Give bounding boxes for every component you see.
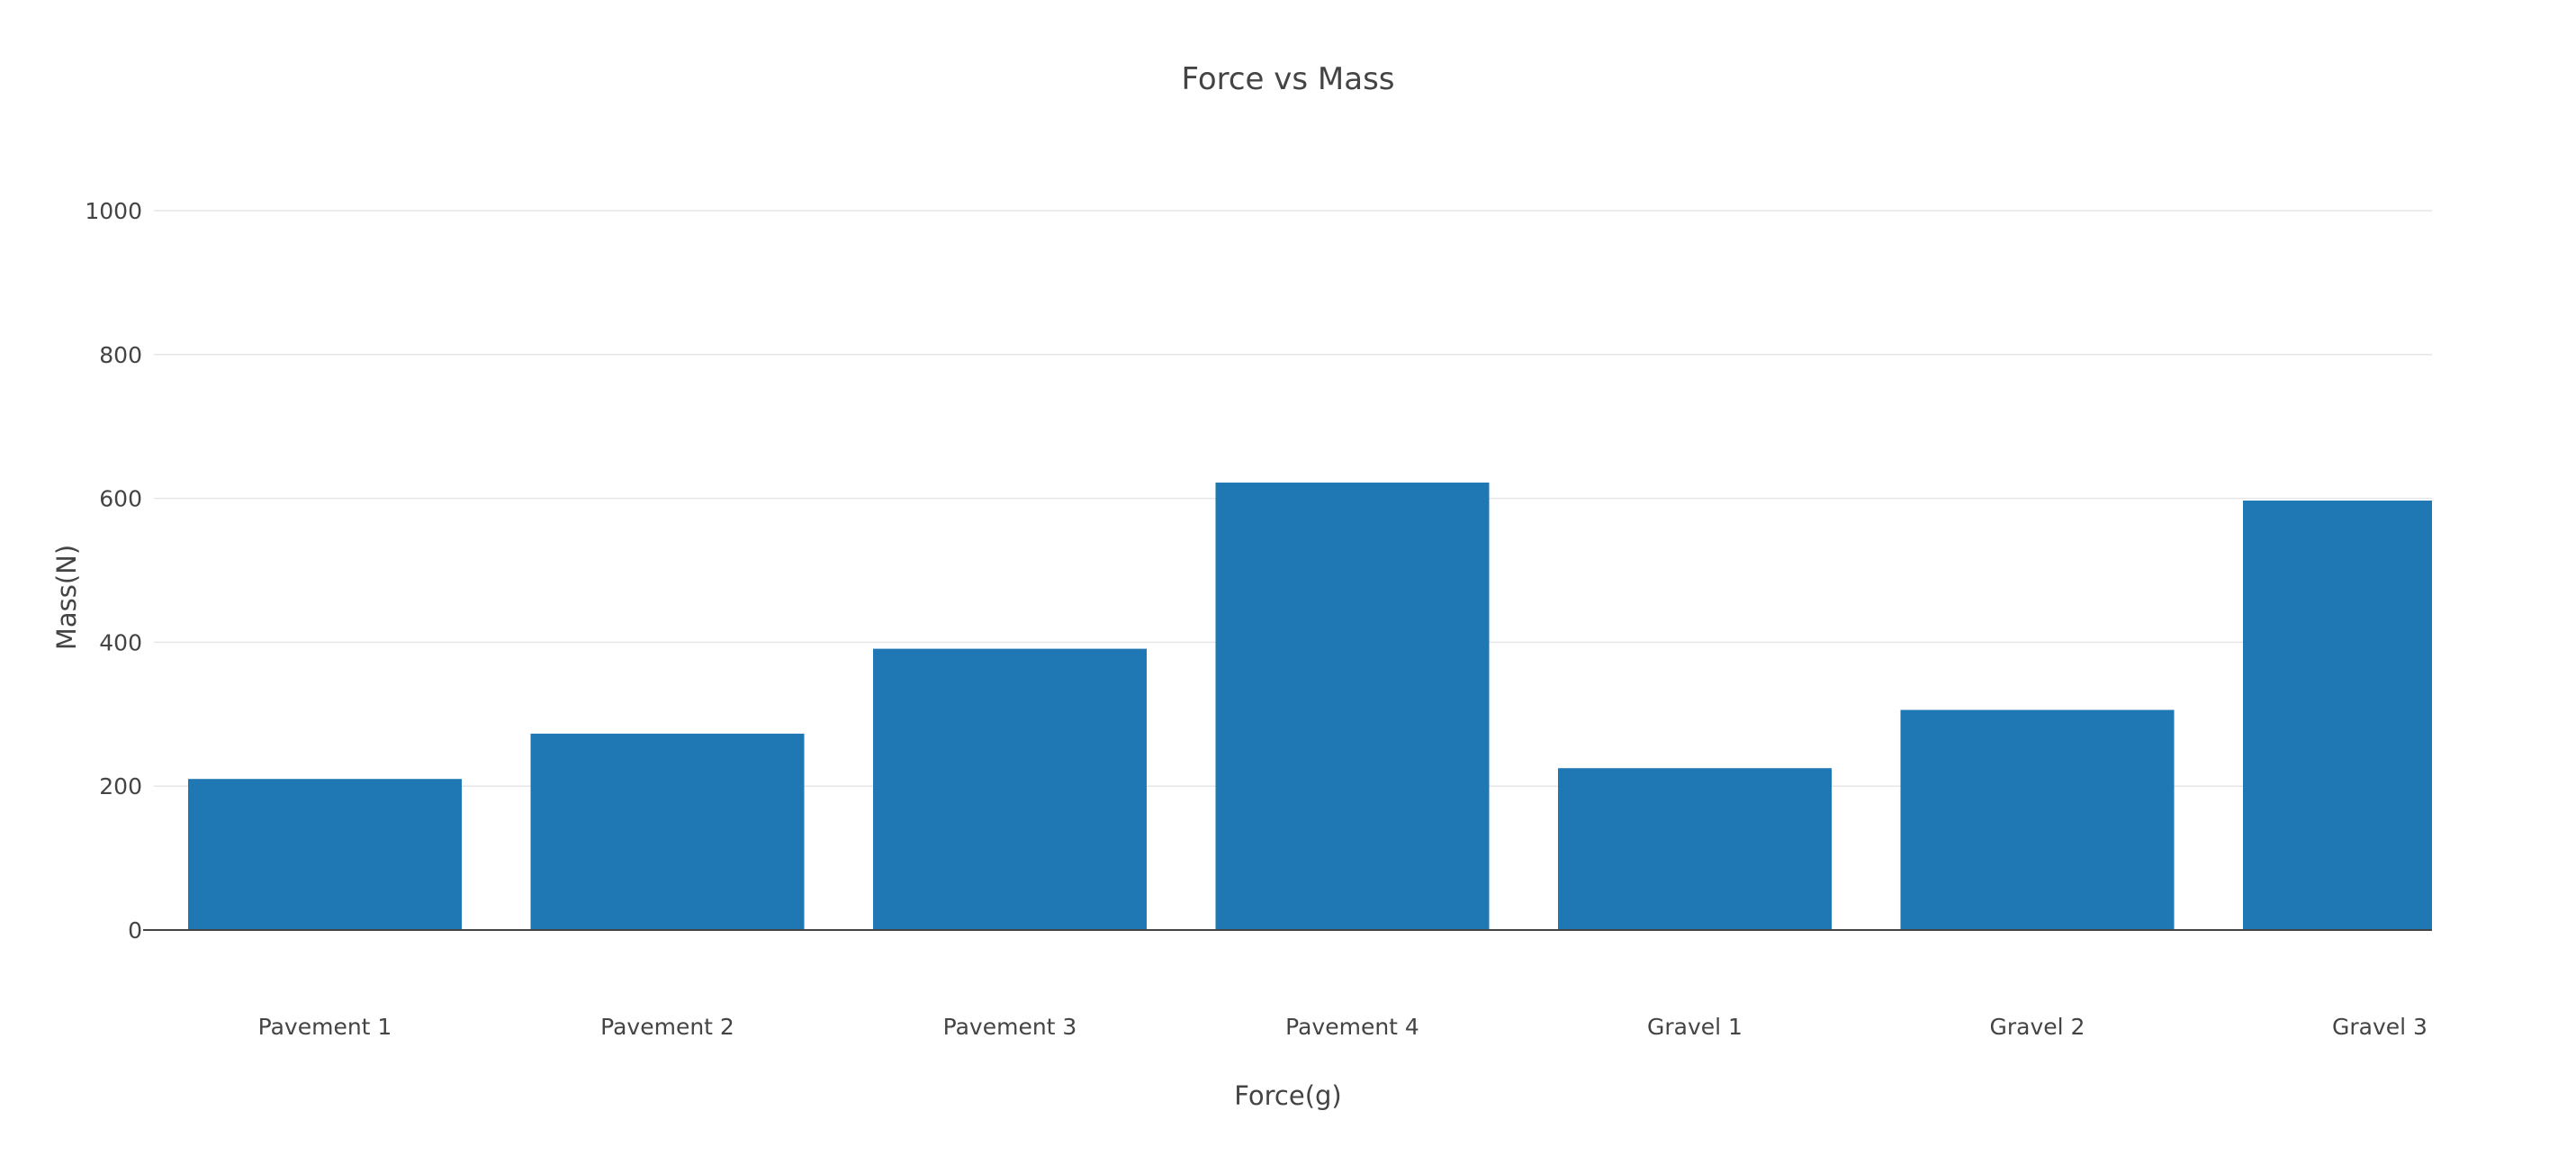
- x-tick-label: Pavement 1: [258, 1014, 392, 1040]
- bar: [1558, 768, 1832, 930]
- x-tick-label: Gravel 2: [1990, 1014, 2085, 1040]
- y-tick-label: 600: [99, 486, 142, 512]
- x-tick-label: Gravel 1: [1647, 1014, 1743, 1040]
- bar: [2243, 500, 2432, 930]
- y-tick-label: 1000: [85, 198, 142, 224]
- x-tick-label: Pavement 4: [1285, 1014, 1419, 1040]
- bar: [188, 779, 462, 930]
- x-tick-label: Pavement 3: [943, 1014, 1077, 1040]
- y-axis-title: Mass(N): [51, 545, 82, 650]
- x-tick-labels: Pavement 1 Pavement 2 Pavement 3 Pavement 4…: [258, 1014, 2427, 1040]
- bar: [530, 733, 805, 930]
- bar: [873, 648, 1147, 930]
- bar: [1900, 709, 2175, 930]
- y-tick-label: 200: [99, 773, 142, 799]
- bars: [188, 483, 2432, 930]
- y-tick-label: 400: [99, 629, 142, 655]
- x-tick-label: Gravel 3: [2332, 1014, 2427, 1040]
- chart-title: Force vs Mass: [1181, 61, 1394, 97]
- x-tick-label: Pavement 2: [600, 1014, 734, 1040]
- y-tick-labels: 0 200 400 600 800 1000: [85, 198, 142, 944]
- y-tick-label: 800: [99, 342, 142, 368]
- y-tick-label: 0: [128, 917, 142, 944]
- bar: [1215, 483, 1490, 930]
- x-axis-title: Force(g): [1234, 1080, 1342, 1111]
